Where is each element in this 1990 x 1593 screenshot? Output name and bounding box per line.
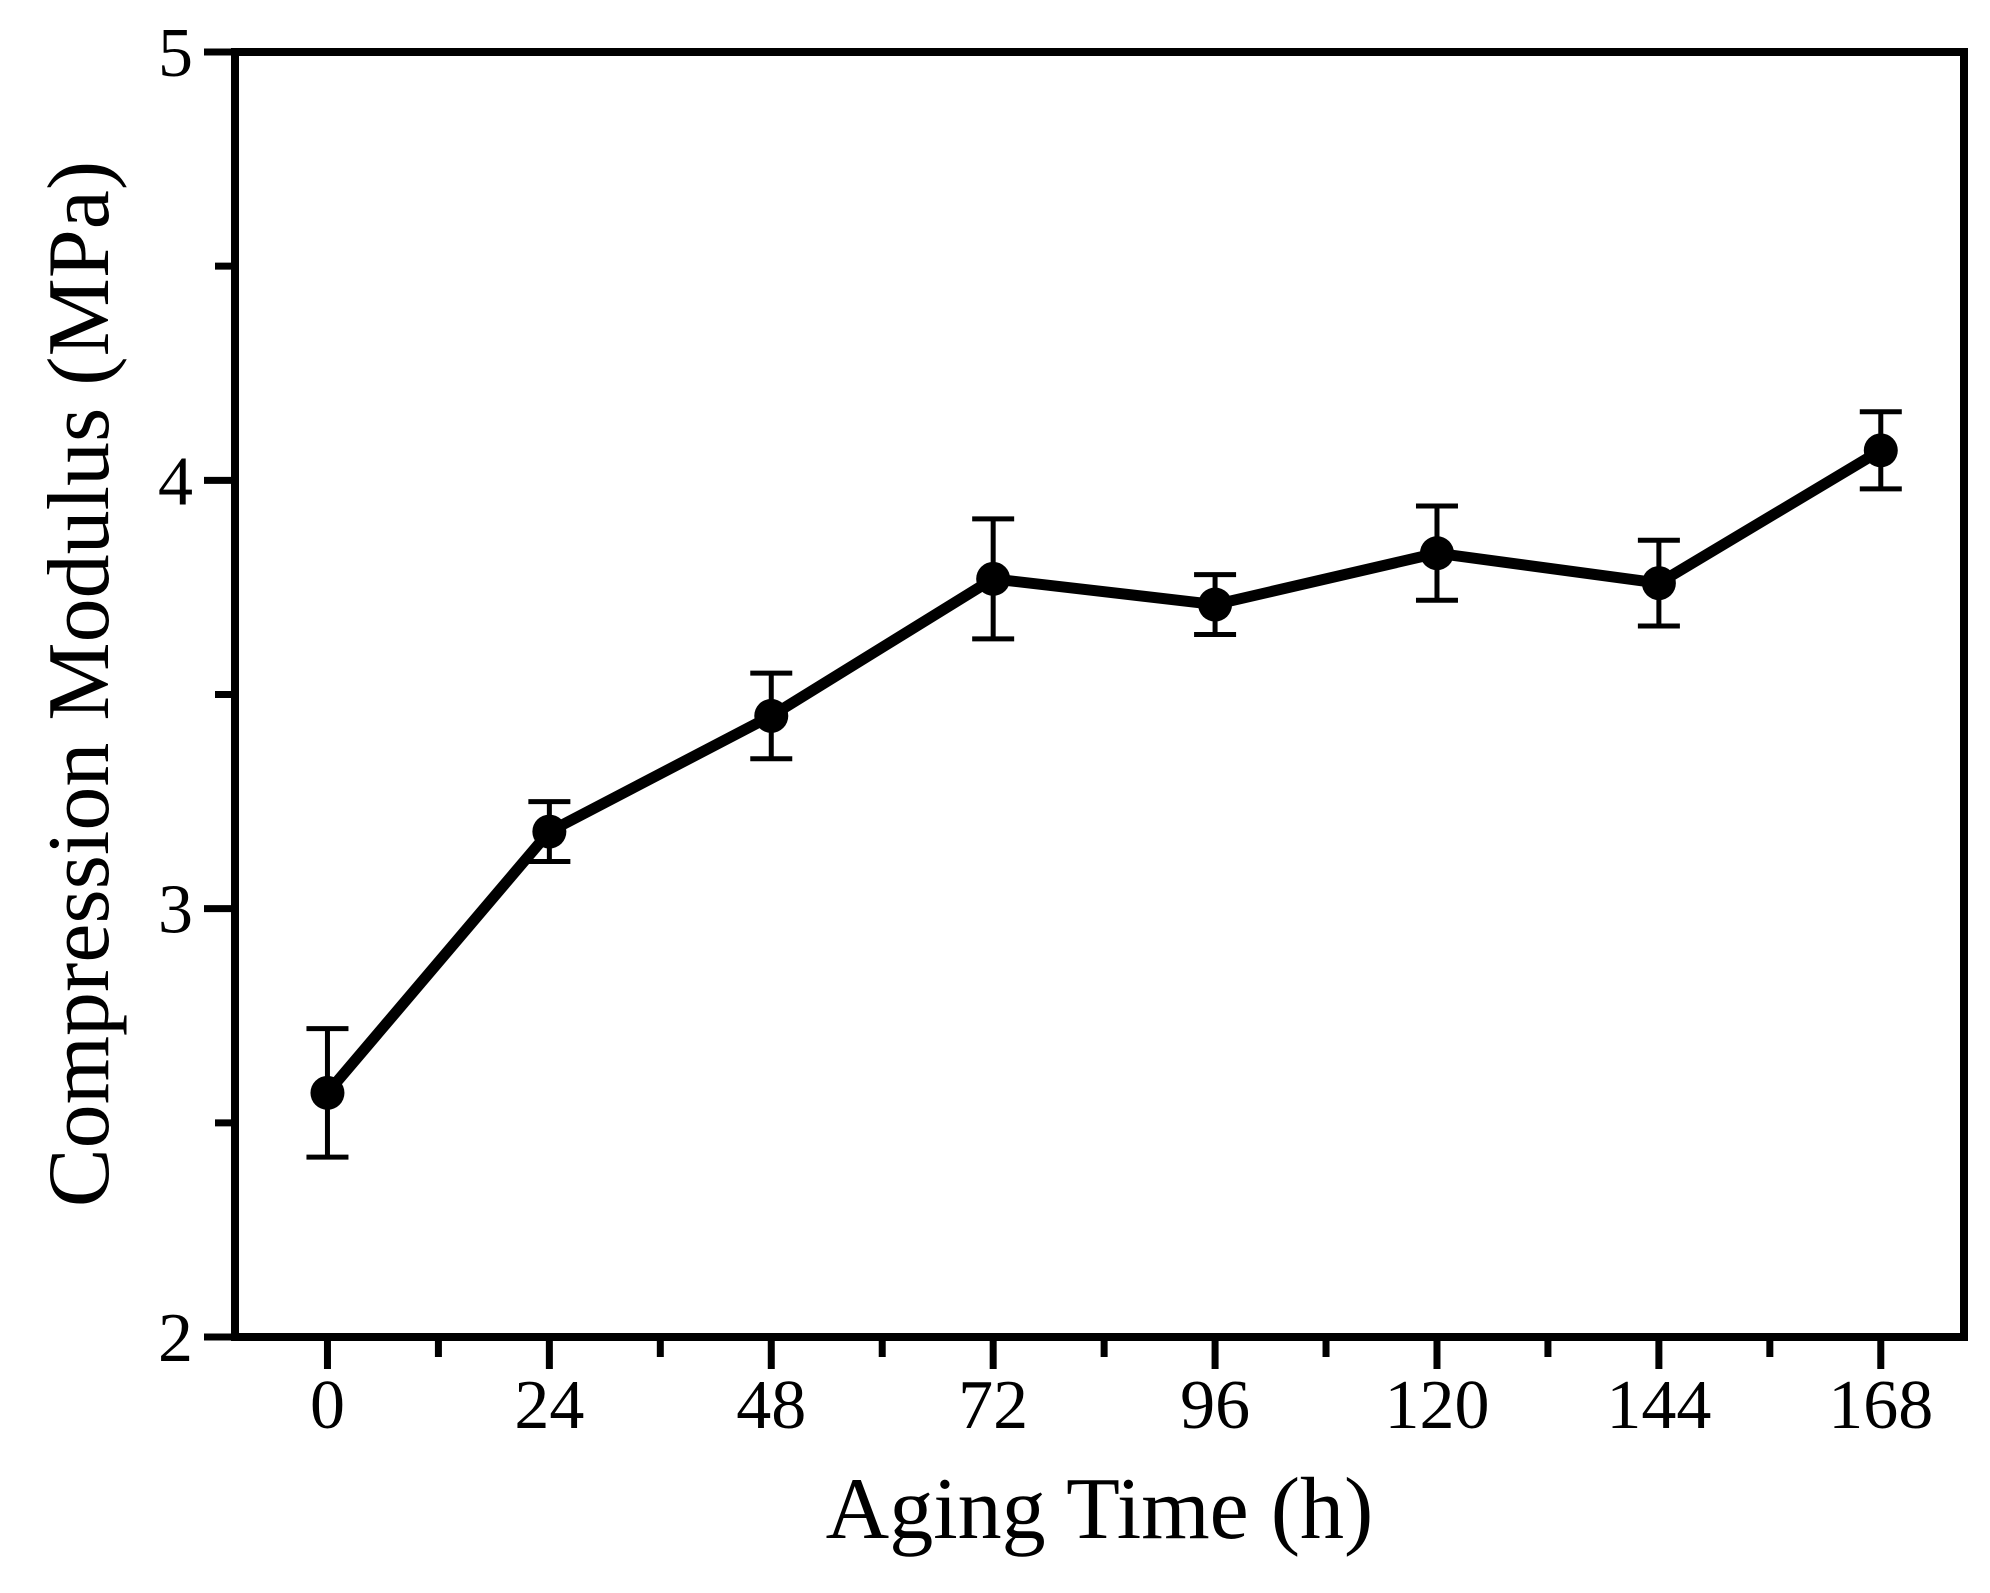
y-tick-label: 5: [158, 15, 193, 92]
data-point-marker: [1419, 536, 1454, 571]
y-axis-title: Compression Modulus (MPa): [31, 160, 128, 1208]
axis-box: [231, 48, 1968, 1341]
x-tick-label: 24: [514, 1367, 584, 1444]
x-tick-label: 120: [1384, 1367, 1489, 1444]
data-point-marker: [1198, 587, 1233, 622]
x-tick-label: 96: [1180, 1367, 1250, 1444]
data-point-marker: [1641, 566, 1676, 601]
x-tick-label: 0: [310, 1367, 345, 1444]
x-tick-label: 48: [736, 1367, 806, 1444]
data-point-marker: [532, 814, 567, 849]
x-tick-label: 168: [1828, 1367, 1933, 1444]
data-point-marker: [310, 1075, 345, 1110]
data-line: [323, 445, 1884, 1097]
y-tick-label: 2: [158, 1300, 193, 1377]
data-point-marker: [1863, 433, 1898, 468]
x-tick-label: 72: [958, 1367, 1028, 1444]
x-tick-label: 144: [1606, 1367, 1711, 1444]
y-tick-label: 4: [158, 443, 193, 520]
data-point-marker: [754, 698, 789, 733]
data-point-marker: [976, 561, 1011, 596]
x-axis-title: Aging Time (h): [825, 1461, 1374, 1558]
y-tick-label: 3: [158, 872, 193, 949]
